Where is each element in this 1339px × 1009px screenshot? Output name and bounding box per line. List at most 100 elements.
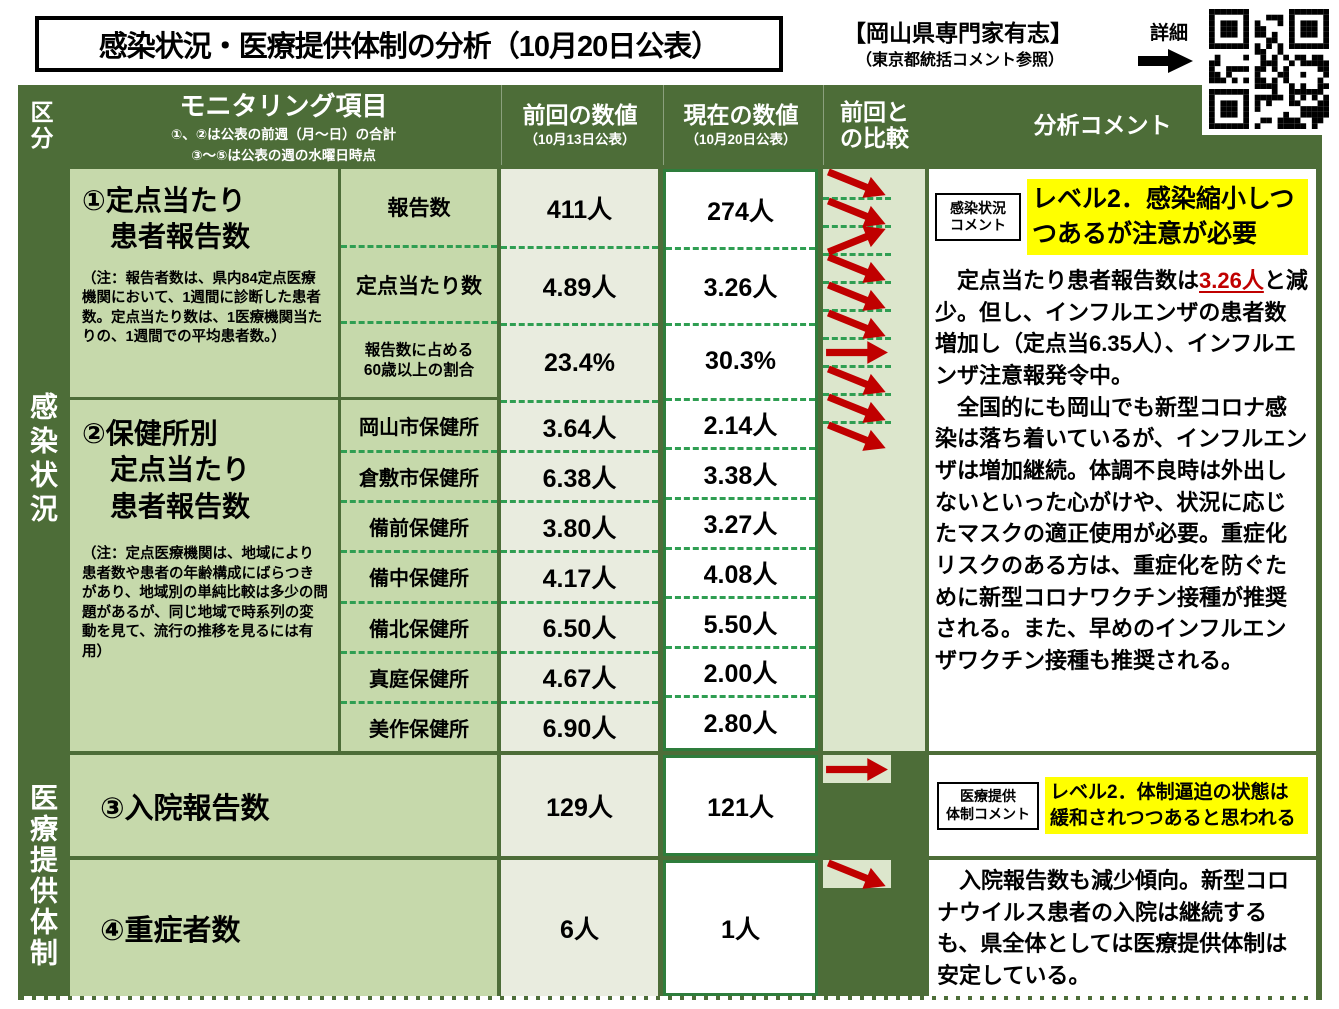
prev-value: 3.64人	[501, 400, 658, 450]
trend-arrow	[823, 253, 891, 283]
trend-arrow	[823, 755, 891, 783]
col-header-monitoring: モニタリング項目 ①、②は公表の前週（月～日）の合計 ③～⑤は公表の週の水曜日時…	[70, 85, 497, 165]
infection-comment-text: 定点当たり患者報告数は3.26人と減少。但し、インフルエンザの患者数増加し（定点…	[935, 265, 1308, 677]
qr-code	[1202, 3, 1335, 135]
col-header-current-date: （10月20日公表）	[685, 131, 797, 147]
group2-label: ②保健所別 定点当たり 患者報告数 （注：定点医療機関は、地域により患者数や患者…	[70, 400, 338, 751]
prev-value: 4.17人	[501, 550, 658, 600]
curr-value: 3.27人	[666, 497, 815, 547]
col-header-previous-date: （10月13日公表）	[524, 131, 636, 147]
curr-value: 2.00人	[666, 645, 815, 696]
metric-row-label: 備前保健所	[341, 500, 497, 550]
curr-value: 2.80人	[666, 695, 815, 745]
curr-value: 4.08人	[666, 546, 815, 597]
trend-arrow	[823, 393, 891, 423]
metric-row-label: 報告数に占める 60歳以上の割合	[341, 321, 497, 397]
infection-comment-panel: 感染状況 コメント レベル2．感染縮小しつつあるが注意が必要 定点当たり患者報告…	[929, 169, 1316, 751]
trend-arrow	[823, 337, 891, 365]
metric-row-label: 岡山市保健所	[359, 416, 479, 439]
col-header-monitoring-label: モニタリング項目	[179, 90, 388, 121]
infection-comment-badge: 感染状況 コメント	[935, 193, 1021, 241]
medical-comment-panel: 医療提供 体制コメント レベル2．体制逼迫の状態は緩和されつつあると思われる	[929, 755, 1316, 856]
metric-row-label: 定点当たり数	[341, 245, 497, 321]
page-title-text: 感染状況・医療提供体制の分析（10月20日公表）	[98, 31, 721, 63]
metric-row-label: 報告数	[387, 197, 451, 220]
curr-value: 3.26人	[666, 247, 815, 322]
col-header-kubun-label: 区 分	[30, 98, 54, 151]
trend-arrow	[823, 225, 891, 256]
trend-arrow	[823, 197, 891, 227]
prev-value: 3.80人	[501, 500, 658, 550]
category-medical-system-label: 医療提供体制	[27, 782, 58, 969]
trend-arrow	[823, 365, 891, 395]
curr-value: 2.14人	[666, 397, 815, 448]
col-header-current: 現在の数値 （10月20日公表）	[663, 85, 818, 165]
prev-value: 129人	[501, 755, 658, 856]
col-header-compare-label: 前回と の比較	[840, 98, 909, 151]
category-infection-status-label: 感染状況	[27, 392, 58, 528]
metric-row-label: 真庭保健所	[341, 650, 497, 701]
col-header-previous: 前回の数値 （10月13日公表）	[501, 85, 658, 165]
infection-comment-part1: 定点当たり患者報告数は	[935, 268, 1200, 293]
medical-comment-text: 入院報告数も減少傾向。新型コロナウイルス患者の入院は継続するも、県全体としては医…	[937, 868, 1290, 989]
col-header-kubun: 区 分	[18, 85, 66, 165]
col-header-comment: 分析コメント	[929, 85, 1316, 165]
curr-value: 5.50人	[666, 596, 815, 646]
trend-arrow	[823, 309, 891, 339]
curr-value: 1人	[663, 860, 818, 996]
category-infection-status: 感染状況	[18, 169, 66, 751]
col-header-compare: 前回と の比較	[823, 85, 925, 165]
page-title: 感染状況・医療提供体制の分析（10月20日公表）	[35, 16, 783, 72]
medical-comment-text-panel: 入院報告数も減少傾向。新型コロナウイルス患者の入院は継続するも、県全体としては医…	[929, 860, 1316, 996]
metric-row-label: 倉敷市保健所	[341, 450, 497, 500]
group1-label: ①定点当たり 患者報告数 （注：報告者数は、県内84定点医療機関において、1週間…	[70, 169, 338, 397]
trend-arrow	[823, 421, 891, 451]
infection-highlight-value: 3.26人	[1199, 268, 1264, 293]
analysis-table: 区 分 モニタリング項目 ①、②は公表の前週（月～日）の合計 ③～⑤は公表の週の…	[18, 85, 1322, 1000]
prev-value: 6.38人	[501, 450, 658, 500]
prev-value: 4.67人	[501, 650, 658, 701]
col-header-previous-label: 前回の数値	[522, 101, 638, 128]
org-note: （東京都統括コメント参照）	[856, 52, 1065, 69]
curr-value: 274人	[707, 197, 774, 226]
prev-value: 411人	[546, 195, 613, 224]
group2-sub-items: 岡山市保健所 倉敷市保健所 備前保健所 備中保健所 備北保健所 真庭保健所 美作…	[341, 400, 497, 751]
prev-value: 6.50人	[501, 600, 658, 651]
trend-arrow	[823, 859, 891, 889]
comparison-column	[823, 169, 925, 751]
infection-level-text: レベル2．感染縮小しつつあるが注意が必要	[1027, 179, 1308, 255]
infection-comment-part2: と減少。但し、インフルエンザの患者数増加し（定点当6.35人）、インフルエンザ注…	[935, 268, 1308, 389]
category-medical-system: 医療提供体制	[18, 755, 66, 996]
right-arrow-icon	[1138, 48, 1194, 74]
prev-value: 6.90人	[501, 700, 658, 751]
trend-arrow	[823, 169, 891, 198]
curr-value: 30.3%	[666, 322, 815, 398]
metric-row-label: 備北保健所	[341, 600, 497, 651]
group1-title: ①定点当たり 患者報告数	[82, 185, 251, 253]
prev-value: 4.89人	[501, 246, 658, 323]
col-header-current-label: 現在の数値	[683, 101, 799, 128]
trend-arrow	[823, 281, 891, 311]
metric-row-label: 美作保健所	[341, 700, 497, 751]
medical-level-text: レベル2．体制逼迫の状態は緩和されつつあると思われる	[1045, 776, 1308, 835]
prev-value: 6人	[501, 860, 658, 996]
metric-row-label: 備中保健所	[341, 550, 497, 600]
current-values-column: 274人 3.26人 30.3% 2.14人 3.38人 3.27人 4.08人…	[663, 169, 818, 751]
col-header-monitoring-note1: ①、②は公表の前週（月～日）の合計	[170, 126, 397, 142]
curr-value: 3.38人	[666, 447, 815, 497]
col-header-monitoring-note2: ③～⑤は公表の週の水曜日時点	[191, 147, 376, 163]
col-header-comment-label: 分析コメント	[1033, 111, 1172, 138]
previous-values-column: 411人 4.89人 23.4% 3.64人 6.38人 3.80人 4.17人…	[501, 169, 658, 751]
detail-label: 詳細	[1150, 23, 1189, 44]
row4-label: ④重症者数	[70, 860, 497, 996]
group2-title: ②保健所別 定点当たり 患者報告数	[82, 418, 251, 522]
infection-comment-part3: 全国的にも岡山でも新型コロナ感染は落ち着いているが、インフルエンザは増加継続。体…	[935, 394, 1308, 674]
group1-note: （注：報告者数は、県内84定点医療機関において、1週間に診断した患者数。定点当た…	[82, 270, 323, 346]
curr-value: 121人	[663, 755, 818, 856]
group1-sub-items: 報告数 定点当たり数 報告数に占める 60歳以上の割合	[341, 169, 497, 397]
row3-label: ③入院報告数	[70, 755, 497, 856]
group2-note: （注：定点医療機関は、地域により患者数や患者の年齢構成にばらつきがあり、地域別の…	[82, 546, 328, 660]
prev-value: 23.4%	[501, 323, 658, 400]
org-name: 【岡山県専門家有志】	[843, 20, 1073, 46]
